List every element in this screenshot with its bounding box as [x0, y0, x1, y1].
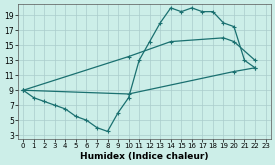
X-axis label: Humidex (Indice chaleur): Humidex (Indice chaleur): [80, 152, 209, 161]
